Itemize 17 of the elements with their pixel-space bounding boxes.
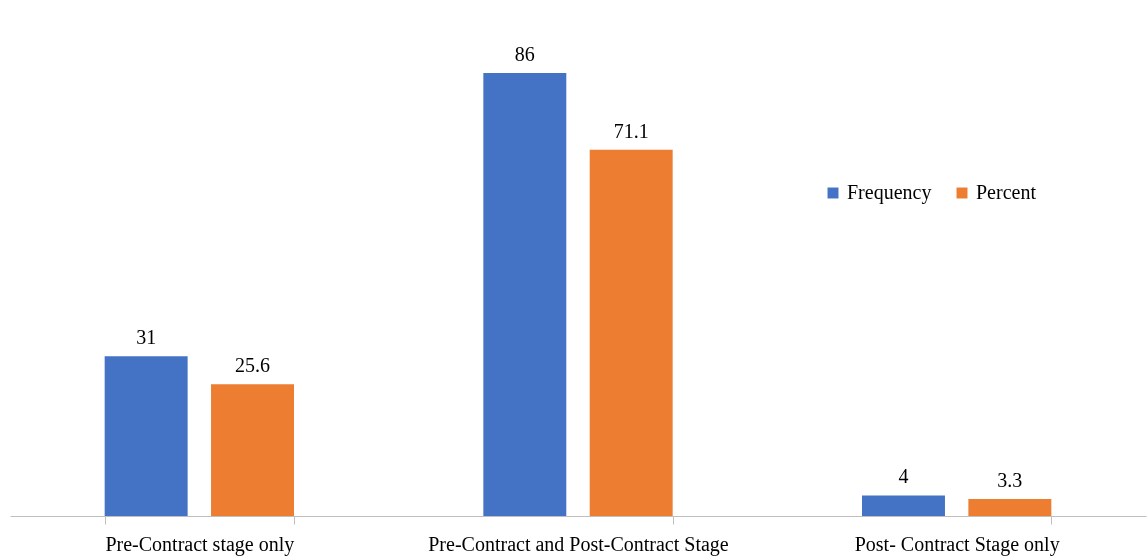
- x-tick-label: Pre-Contract and Post-Contract Stage: [428, 532, 729, 556]
- legend-label: Percent: [976, 181, 1037, 203]
- data-label: 4: [898, 465, 909, 488]
- data-label: 86: [514, 43, 535, 65]
- data-label: 25.6: [235, 354, 271, 377]
- bar: [211, 384, 294, 516]
- data-label: 71.1: [613, 119, 649, 142]
- bar: [104, 356, 188, 516]
- legend-label: Frequency: [847, 181, 932, 204]
- x-tick-label: Post- Contract Stage only: [854, 532, 1060, 556]
- bar: [483, 73, 567, 516]
- data-label: 31: [136, 326, 157, 349]
- bar: [862, 495, 945, 516]
- bar: [589, 149, 673, 516]
- x-tick-label: Pre-Contract stage only: [105, 532, 295, 556]
- bar: [968, 499, 1052, 516]
- data-label: 3.3: [997, 469, 1023, 491]
